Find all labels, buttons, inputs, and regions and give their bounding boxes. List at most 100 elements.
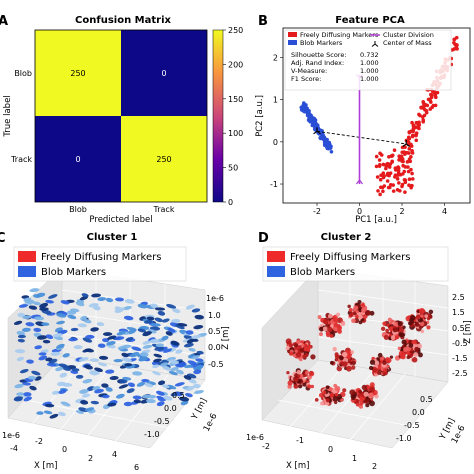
blob-point	[307, 109, 311, 113]
cluster2-marker	[418, 308, 425, 314]
cluster2-marker	[369, 400, 375, 407]
cluster1-marker	[163, 348, 173, 353]
center-connector	[316, 130, 407, 145]
cluster2-marker	[413, 352, 419, 358]
pca-y-tick-label: -1	[270, 180, 278, 189]
cluster1-marker	[106, 341, 116, 346]
cluster2-marker	[293, 384, 299, 389]
pca-y-tick-label: 0	[273, 138, 278, 147]
cluster1-marker	[126, 327, 137, 331]
cluster1-marker	[148, 394, 157, 399]
cluster1-marker	[165, 331, 173, 336]
cluster1-marker	[167, 328, 176, 333]
cluster1-marker	[17, 338, 25, 343]
cluster1-marker	[78, 357, 89, 362]
cluster1-marker	[162, 365, 172, 371]
metric-label-vmeasure: V-Measure:	[291, 67, 327, 75]
freely-point	[453, 42, 457, 47]
cluster2-marker	[327, 326, 333, 333]
cluster1-marker	[123, 306, 132, 310]
cluster1-points	[13, 288, 207, 419]
freely-point	[454, 45, 459, 49]
pca-x-tick-label: 4	[442, 207, 447, 216]
center-of-mass-marker	[402, 139, 411, 147]
cluster1-marker	[45, 299, 54, 304]
cluster1-marker	[14, 349, 26, 354]
freely-point	[407, 130, 412, 135]
cluster1-marker	[194, 389, 205, 394]
cluster1-marker	[188, 347, 196, 352]
cluster2-marker	[424, 314, 429, 318]
cluster1-marker	[34, 345, 43, 350]
cluster1-marker	[193, 369, 202, 375]
cluster1-marker	[166, 384, 177, 390]
blob-point	[320, 136, 325, 140]
freely-point	[410, 134, 415, 139]
cluster1-marker	[84, 407, 95, 412]
cluster1-marker	[98, 362, 108, 367]
cluster1-marker	[62, 353, 70, 358]
cluster2-marker	[385, 328, 389, 333]
cluster2-marker	[348, 307, 353, 313]
cluster1-marker	[90, 400, 99, 405]
cluster1-marker	[157, 310, 166, 316]
cluster1-marker	[46, 362, 57, 367]
cluster1-marker	[153, 358, 162, 363]
cluster1-marker	[123, 401, 133, 407]
cluster2-marker	[333, 326, 338, 332]
cluster1-marker	[94, 388, 104, 394]
cluster2-marker	[287, 380, 293, 386]
freely-point	[403, 178, 408, 183]
cluster1-marker	[168, 370, 178, 376]
cluster1-marker	[48, 294, 58, 299]
metric-label-f1: F1 Score:	[291, 75, 321, 83]
cluster2-marker	[334, 385, 341, 392]
cluster1-marker	[137, 303, 148, 309]
cluster2-marker	[285, 338, 292, 345]
cluster2-marker	[329, 334, 334, 338]
cluster1-marker	[105, 369, 115, 374]
pca-y-tick-label: 2	[273, 54, 278, 63]
cluster2-marker	[375, 361, 380, 366]
freely-point	[433, 93, 438, 98]
freely-point	[398, 188, 402, 193]
cluster1-marker	[85, 334, 95, 339]
panel-c-letter: C	[0, 231, 6, 246]
panel-c-title: Cluster 1	[87, 232, 138, 243]
colorbar-tick-label: 0	[228, 198, 233, 207]
cluster2-marker	[305, 379, 310, 384]
freely-point	[409, 167, 413, 172]
cluster1-marker	[81, 293, 89, 298]
cluster2-x-tick-4: 2	[372, 462, 377, 471]
cluster2-marker	[298, 384, 303, 389]
cluster2-marker	[389, 355, 394, 359]
cluster1-marker	[187, 360, 197, 366]
colorbar	[212, 29, 224, 203]
freely-point	[429, 100, 433, 104]
cluster1-marker	[23, 396, 32, 402]
cluster1-marker	[172, 308, 181, 314]
freely-point	[393, 175, 397, 179]
cluster1-marker	[28, 305, 38, 310]
cluster2-marker	[336, 312, 341, 317]
panel-a-title: Confusion Matrix	[75, 15, 171, 26]
cluster2-marker	[307, 384, 312, 389]
cluster2-marker	[383, 334, 389, 340]
cluster1-marker	[180, 400, 189, 406]
cluster1-marker	[56, 313, 67, 318]
cluster1-marker	[36, 292, 46, 298]
cluster1-marker	[42, 339, 51, 344]
cluster2-marker	[294, 349, 298, 353]
x-tick-track: Track	[153, 205, 175, 214]
cluster2-marker	[294, 377, 299, 382]
freely-point	[403, 190, 407, 194]
cluster2-marker	[336, 365, 343, 372]
cluster1-z-tick-0: -0.5	[208, 360, 224, 369]
cluster2-marker	[334, 392, 339, 397]
cluster1-marker	[77, 323, 88, 328]
cluster1-marker	[59, 372, 68, 378]
cluster1-marker	[14, 383, 24, 389]
cluster1-marker	[73, 345, 83, 350]
cluster1-marker	[102, 332, 113, 337]
freely-point	[428, 107, 433, 111]
